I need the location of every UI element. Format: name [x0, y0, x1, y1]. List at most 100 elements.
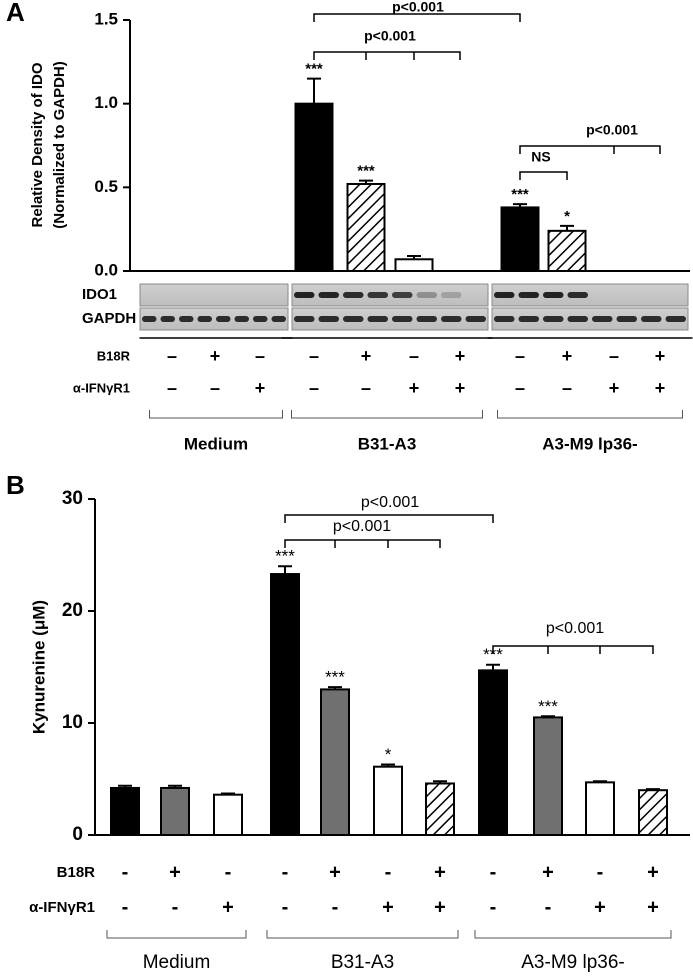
blot-band	[343, 316, 364, 322]
panel-a: A Relative Density of IDO (Normalized to G…	[6, 0, 693, 453]
blot-band	[518, 292, 539, 298]
y-axis-label: Kynurenine (μM)	[29, 600, 48, 734]
bar	[533, 716, 563, 837]
treatment-sign: -	[545, 896, 552, 918]
bar	[585, 781, 615, 836]
significance-star: ***	[275, 547, 295, 566]
blot-band	[441, 292, 462, 298]
error-bar	[593, 780, 607, 783]
y-tick-label: 30	[62, 488, 83, 509]
significance-star: *	[385, 745, 392, 764]
blot-band	[216, 316, 231, 322]
group-bracket	[266, 930, 459, 939]
error-bar	[560, 224, 574, 231]
comparison-label: p<0.001	[392, 0, 444, 15]
treatment-sign: +	[647, 896, 659, 918]
blot-band	[197, 316, 212, 322]
error-bar	[486, 663, 500, 671]
treatment-label: B18R	[57, 864, 96, 881]
treatment-sign: +	[594, 896, 606, 918]
error-bar	[359, 179, 373, 184]
error-bar	[278, 565, 292, 575]
significance-star: ***	[305, 61, 323, 78]
blot-strip	[291, 283, 489, 307]
bar	[320, 688, 350, 837]
group-label: B31-A3	[331, 952, 394, 973]
group-label: Medium	[184, 434, 248, 453]
comparison-label: p<0.001	[586, 122, 638, 138]
treatment-sign: –	[309, 346, 319, 366]
y-tick-label: 10	[62, 712, 83, 733]
treatment-sign: -	[172, 896, 179, 918]
significance-star: *	[564, 208, 570, 225]
error-bar	[168, 784, 182, 788]
y-tick-label: 0.5	[94, 177, 118, 196]
blot-band	[392, 316, 413, 322]
bar	[478, 669, 508, 836]
y-tick-label: 1.5	[94, 9, 118, 28]
treatment-sign: +	[382, 896, 394, 918]
group-bracket	[497, 410, 683, 419]
significance-star: ***	[325, 668, 345, 687]
blot-band	[142, 316, 157, 322]
comparison-bracket	[519, 171, 568, 180]
bar	[638, 789, 668, 837]
blot-band	[592, 316, 613, 322]
blot-band	[271, 316, 286, 322]
blot-band	[367, 316, 388, 322]
bar	[294, 102, 334, 272]
blot-strip	[291, 307, 489, 331]
blot-band	[494, 316, 515, 322]
error-bar	[646, 788, 660, 791]
error-bar	[513, 203, 527, 208]
significance-star: ***	[357, 163, 375, 180]
treatment-sign: +	[562, 346, 573, 366]
bar	[373, 765, 403, 836]
error-bar	[541, 715, 555, 718]
comparison-label: p<0.001	[364, 28, 416, 44]
treatment-sign: +	[542, 861, 554, 883]
blot-band	[343, 292, 364, 298]
error-bar	[433, 780, 447, 784]
blot-band	[294, 316, 315, 322]
comparison-bracket	[313, 51, 461, 60]
treatment-sign: –	[562, 378, 572, 398]
treatment-sign: -	[282, 896, 289, 918]
treatment-sign: +	[655, 378, 666, 398]
treatment-sign: -	[385, 861, 392, 883]
treatment-sign: -	[122, 896, 129, 918]
error-bar	[307, 77, 321, 104]
blot-band	[567, 316, 588, 322]
group-label: A3-M9 lp36-	[521, 952, 625, 973]
treatment-sign: –	[255, 346, 265, 366]
bar	[425, 782, 455, 836]
treatment-sign: -	[332, 896, 339, 918]
blot-strip	[491, 283, 689, 307]
treatment-sign: +	[609, 378, 620, 398]
bar	[547, 229, 587, 272]
blot-band	[318, 316, 339, 322]
blot-band	[416, 292, 437, 298]
comparison-bracket	[284, 539, 441, 548]
y-axis-label: Relative Density of IDO	[29, 62, 46, 227]
bar	[110, 786, 140, 837]
treatment-sign: +	[647, 861, 659, 883]
treatment-sign: +	[255, 378, 266, 398]
treatment-sign: +	[210, 346, 221, 366]
treatment-label: B18R	[97, 348, 131, 363]
significance-star: ***	[538, 697, 558, 716]
bar	[346, 182, 386, 272]
comparison-label: p<0.001	[546, 620, 604, 637]
significance-star: ***	[483, 645, 503, 664]
comparison-bracket	[492, 645, 654, 654]
blot-band	[179, 316, 194, 322]
blot-label: GAPDH	[82, 310, 136, 327]
y-tick-label: 0.0	[94, 260, 118, 279]
treatment-sign: -	[225, 861, 232, 883]
comparison-bracket	[519, 145, 661, 154]
treatment-sign: -	[490, 861, 497, 883]
treatment-sign: +	[169, 861, 181, 883]
blot-band	[294, 292, 315, 298]
treatment-sign: –	[609, 346, 619, 366]
